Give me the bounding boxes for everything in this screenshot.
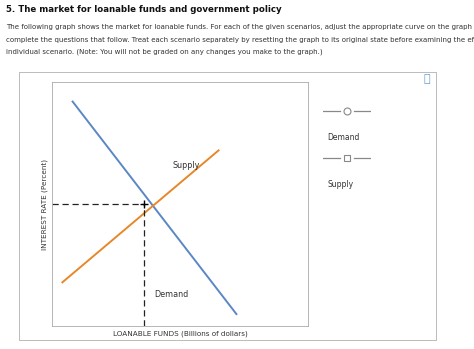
Text: ⓘ: ⓘ xyxy=(423,74,430,83)
Text: 5. The market for loanable funds and government policy: 5. The market for loanable funds and gov… xyxy=(6,5,281,14)
Text: Supply: Supply xyxy=(327,180,353,189)
Text: Supply: Supply xyxy=(173,161,200,170)
Y-axis label: INTEREST RATE (Percent): INTEREST RATE (Percent) xyxy=(41,159,48,250)
X-axis label: LOANABLE FUNDS (Billions of dollars): LOANABLE FUNDS (Billions of dollars) xyxy=(113,331,247,337)
Text: Demand: Demand xyxy=(327,133,359,142)
Text: individual scenario. (⁠Note:⁠ You will not be graded on any changes you make to : individual scenario. (⁠Note:⁠ You will n… xyxy=(6,49,322,55)
Text: Demand: Demand xyxy=(155,290,189,299)
Text: complete the questions that follow. Treat each scenario separately by resetting : complete the questions that follow. Trea… xyxy=(6,37,474,43)
Text: The following graph shows the market for loanable funds. For each of the given s: The following graph shows the market for… xyxy=(6,24,474,30)
